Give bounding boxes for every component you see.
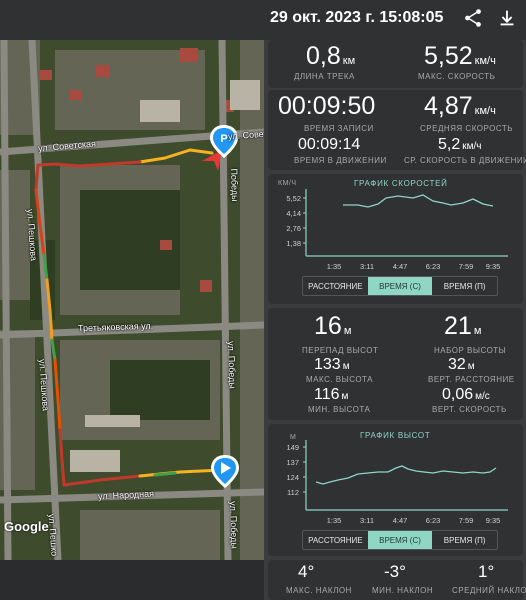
top-bar: 29 окт. 2023 г. 15:08:05 (0, 0, 526, 40)
min-slope-label: МИН. НАКЛОН (372, 586, 434, 595)
alt-x-tick: 3:11 (360, 516, 374, 525)
svg-text:P: P (220, 133, 227, 145)
card-altitude-chart: м ГРАФИК ВЫСОТ 149 137 124 112 1:35 3:11… (268, 424, 523, 556)
card-elevation-stats: 16 м ПЕРЕПАД ВЫСОТ 21 м НАБОР ВЫСОТЫ 133 м … (268, 308, 523, 420)
speed-x-tick: 9:35 (486, 262, 501, 271)
card-slopes: 4° МАКС. НАКЛОН -3° МИН. НАКЛОН 1° СРЕДН… (268, 560, 526, 600)
vert-speed-value: 0,06 м/с (442, 386, 490, 403)
track-map[interactable]: P ул. Советская ул. Совет Победы ул. Пеш… (0, 40, 264, 560)
elev-gain-label: НАБОР ВЫСОТЫ (434, 346, 507, 355)
max-alt-value: 133 м (314, 356, 350, 373)
alt-x-tick: 7:59 (459, 516, 474, 525)
speed-chart-unit: км/ч (278, 180, 297, 187)
min-alt-value: 116 м (314, 386, 349, 403)
vert-dist-label: ВЕРТ. РАССТОЯНИЕ (428, 375, 515, 384)
record-time-value: 00:09:50 (278, 92, 376, 120)
alt-x-tick: 9:35 (486, 516, 501, 525)
alt-btn-distance[interactable]: РАССТОЯНИЕ (308, 535, 363, 545)
speed-chart-title: ГРАФИК СКОРОСТЕЙ (354, 179, 448, 188)
track-datetime-title: 29 окт. 2023 г. 15:08:05 (270, 9, 444, 26)
avg-slope-label: СРЕДНИЙ НАКЛОН (452, 586, 526, 595)
alt-x-tick: 6:23 (426, 516, 441, 525)
street-label-pobedy-mid: ул. Победы (225, 341, 238, 389)
satellite-map-imagery: P (0, 40, 264, 560)
alt-y-tick: 112 (287, 488, 299, 497)
alt-btn-time-moving[interactable]: ВРЕМЯ (П) (443, 535, 486, 545)
max-speed-value: 5,52 км/ч (424, 42, 496, 70)
alt-x-tick: 4:47 (393, 516, 408, 525)
pin-top-icon: P (210, 125, 238, 158)
moving-time-label: ВРЕМЯ В ДВИЖЕНИИ (294, 156, 387, 165)
speed-chart-plot: 5,52 4,14 2,76 1,38 1:35 3:11 4:47 6:23 … (286, 189, 508, 271)
speed-y-tick: 1,38 (286, 239, 301, 248)
speed-x-tick: 3:11 (360, 262, 374, 271)
alt-btn-time-total[interactable]: ВРЕМЯ (С) (367, 531, 433, 549)
card-distance-speed: 0,8 км ДЛИНА ТРЕКА 5,52 км/ч МАКС. СКОРОСТ… (268, 40, 523, 88)
bottom-dark-strip (0, 560, 264, 600)
avg-slope-value: 1° (478, 562, 495, 581)
alt-chart-axis-toggle: РАССТОЯНИЕ ВРЕМЯ (С) ВРЕМЯ (П) (302, 530, 498, 550)
max-slope-value: 4° (298, 562, 315, 581)
distance-value: 0,8 км (306, 42, 356, 70)
avg-speed-label: СРЕДНЯЯ СКОРОСТЬ (420, 124, 514, 133)
alt-y-tick: 149 (286, 443, 299, 452)
speed-y-tick: 4,14 (286, 209, 301, 218)
share-icon[interactable] (462, 7, 484, 29)
avg-moving-speed-label: СР. СКОРОСТЬ В ДВИЖЕНИИ (404, 156, 526, 165)
altitude-chart-plot: 149 137 124 112 1:35 3:11 4:47 6:23 7:59… (286, 440, 508, 525)
elev-gain-value: 21 м (444, 312, 482, 340)
google-attribution: Google (4, 519, 49, 534)
speed-y-tick: 2,76 (286, 224, 301, 233)
alt-chart-unit: м (290, 434, 297, 441)
distance-label: ДЛИНА ТРЕКА (294, 72, 355, 81)
vert-speed-label: ВЕРТ. СКОРОСТЬ (432, 405, 507, 414)
card-times: 00:09:50 ВРЕМЯ ЗАПИСИ 4,87 км/ч СРЕДНЯЯ С… (268, 90, 526, 170)
download-icon[interactable] (496, 7, 518, 29)
avg-speed-value: 4,87 км/ч (424, 92, 496, 120)
speed-btn-time-moving[interactable]: ВРЕМЯ (П) (443, 281, 486, 291)
pin-bottom-icon (211, 455, 239, 488)
avg-moving-speed-value: 5,2 км/ч (438, 136, 482, 153)
max-slope-label: МАКС. НАКЛОН (286, 586, 352, 595)
vert-dist-value: 32 м (448, 356, 475, 373)
alt-x-tick: 1:35 (327, 516, 342, 525)
alt-y-tick: 124 (286, 473, 299, 482)
speed-btn-time-total[interactable]: ВРЕМЯ (С) (367, 277, 433, 295)
speed-chart-axis-toggle: РАССТОЯНИЕ ВРЕМЯ (С) ВРЕМЯ (П) (302, 276, 498, 296)
street-label-pobedy-bottom: ул. Победы (227, 501, 240, 549)
speed-btn-distance[interactable]: РАССТОЯНИЕ (308, 281, 363, 291)
stats-panel: 0,8 км ДЛИНА ТРЕКА 5,52 км/ч МАКС. СКОРОСТ… (264, 40, 526, 600)
card-speed-chart: км/ч ГРАФИК СКОРОСТЕЙ 5,52 4,14 2,76 1,3… (268, 174, 523, 304)
elev-diff-label: ПЕРЕПАД ВЫСОТ (302, 346, 379, 355)
moving-time-value: 00:09:14 (298, 136, 361, 153)
speed-y-tick: 5,52 (286, 194, 301, 203)
alt-y-tick: 137 (286, 458, 299, 467)
speed-x-tick: 6:23 (426, 262, 441, 271)
speed-x-tick: 7:59 (459, 262, 474, 271)
speed-x-tick: 4:47 (393, 262, 408, 271)
elev-diff-value: 16 м (314, 312, 352, 340)
alt-chart-title: ГРАФИК ВЫСОТ (360, 431, 431, 440)
speed-x-tick: 1:35 (327, 262, 342, 271)
max-alt-label: МАКС. ВЫСОТА (306, 375, 373, 384)
min-alt-label: МИН. ВЫСОТА (308, 405, 371, 414)
min-slope-value: -3° (384, 562, 406, 581)
street-label-pobedy-top: Победы (228, 168, 241, 202)
track-start-arrow-icon (202, 150, 222, 171)
max-speed-label: МАКС. СКОРОСТЬ (418, 72, 496, 81)
record-time-label: ВРЕМЯ ЗАПИСИ (304, 124, 374, 133)
